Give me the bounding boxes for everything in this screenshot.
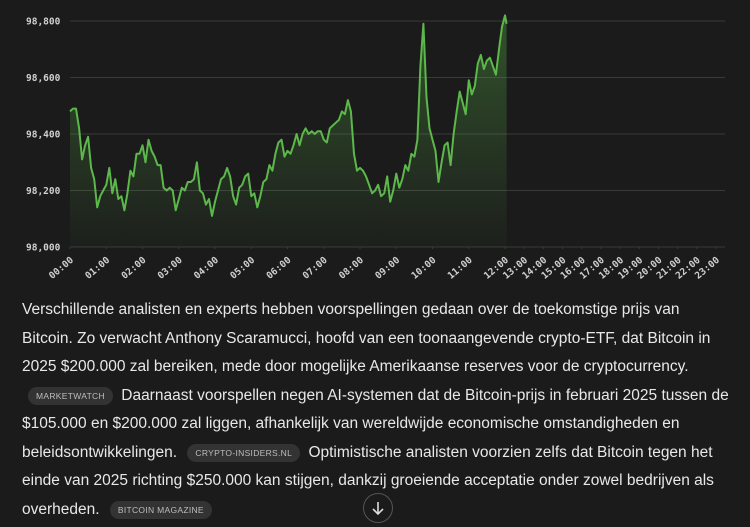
chart: 98,000 98,200 98,400 98,600 98,800 00:00 01:00…	[26, 14, 725, 282]
x-tick-label: 04:00	[192, 255, 221, 282]
x-tick-label: 09:00	[373, 255, 402, 282]
x-tick-label: 11:00	[446, 255, 475, 282]
source-badge: BITCOIN MAGAZINE	[109, 500, 212, 519]
arrow-icon	[372, 502, 384, 516]
paragraph-text: Optimistische analisten voorzien zelfs d…	[22, 443, 714, 518]
y-tick-label: 98,800	[26, 17, 61, 28]
paragraph-text: Daarnaast voorspellen negen AI-systemen …	[22, 386, 729, 461]
scroll-down-button[interactable]	[363, 493, 393, 523]
y-tick-label: 98,000	[26, 243, 61, 254]
x-tick-label: 02:00	[119, 255, 148, 282]
x-tick-label: 00:00	[47, 255, 76, 282]
x-tick-label: 08:00	[337, 255, 366, 282]
x-tick-label: 10:00	[409, 255, 438, 282]
source-badge: MARKETWATCH	[28, 386, 113, 405]
x-tick-label: 03:00	[156, 255, 185, 282]
y-tick-label: 98,200	[26, 186, 61, 197]
x-tick-label: 05:00	[228, 255, 257, 282]
y-tick-label: 98,400	[26, 130, 61, 141]
x-tick-label: 01:00	[83, 255, 112, 282]
area	[70, 15, 507, 248]
price-line	[69, 14, 508, 217]
x-tick-label: 06:00	[264, 255, 293, 282]
x-tick-label: 07:00	[301, 255, 330, 282]
paragraph-text: Verschillende analisten en experts hebbe…	[22, 301, 711, 375]
y-tick-label: 98,600	[26, 73, 61, 84]
article: Verschillende analisten en experts hebbe…	[22, 296, 734, 524]
source-badge: CRYPTO-INSIDERS.NL	[187, 443, 301, 462]
